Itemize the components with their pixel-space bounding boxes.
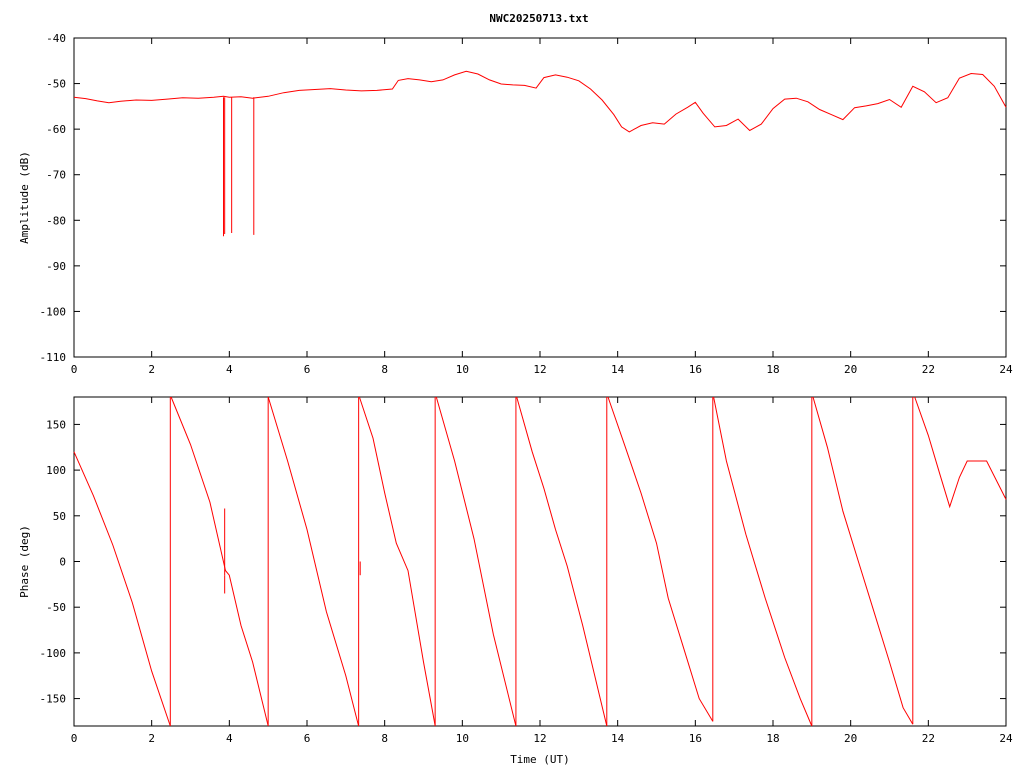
phase-y-tick-label: 100 (46, 464, 66, 477)
amplitude-y-tick-label: -50 (46, 78, 66, 91)
phase-series-line (267, 396, 360, 727)
phase-x-tick-label: 18 (766, 732, 779, 745)
phase-x-tick-label: 10 (456, 732, 469, 745)
phase-y-tick-label: 0 (59, 556, 66, 569)
amplitude-x-tick-label: 16 (689, 363, 702, 376)
amplitude-y-tick-label: -60 (46, 123, 66, 136)
phase-x-tick-label: 20 (844, 732, 857, 745)
phase-y-tick-label: 50 (53, 510, 66, 523)
amplitude-x-tick-label: 14 (611, 363, 625, 376)
amplitude-x-tick-label: 10 (456, 363, 469, 376)
amplitude-y-tick-label: -90 (46, 260, 66, 273)
phase-y-axis-label: Phase (deg) (18, 525, 31, 598)
amplitude-y-tick-label: -110 (40, 351, 67, 364)
phase-x-tick-label: 14 (611, 732, 625, 745)
phase-x-tick-label: 16 (689, 732, 702, 745)
phase-series-line (73, 451, 171, 727)
amplitude-series-line (73, 70, 1007, 133)
amplitude-x-tick-label: 0 (71, 363, 78, 376)
amplitude-y-axis-label: Amplitude (dB) (18, 151, 31, 244)
phase-panel: 0 2 4 6 8 10 12 14 16 18 20 22 24150100500-50-100-15… (18, 396, 1013, 766)
amplitude-y-tick-label: -100 (40, 305, 67, 318)
chart-title: NWC20250713.txt (489, 12, 588, 25)
amplitude-x-tick-label: 4 (226, 363, 233, 376)
phase-x-axis-label: Time (UT) (510, 753, 570, 766)
phase-x-tick-label: 6 (304, 732, 311, 745)
amplitude-x-tick-label: 6 (304, 363, 311, 376)
amplitude-x-tick-label: 8 (381, 363, 388, 376)
amplitude-x-tick-label: 24 (999, 363, 1013, 376)
phase-series-line (435, 396, 517, 727)
phase-series-line (607, 396, 714, 722)
phase-y-tick-label: 150 (46, 418, 66, 431)
phase-y-tick-label: -100 (40, 647, 67, 660)
phase-series-line (170, 396, 269, 727)
phase-series-line (713, 396, 813, 727)
phase-series-line (812, 396, 914, 725)
phase-y-tick-label: -50 (46, 601, 66, 614)
phase-x-tick-label: 2 (148, 732, 155, 745)
phase-x-tick-label: 22 (922, 732, 935, 745)
phase-series-line (914, 396, 1007, 509)
amplitude-x-tick-label: 18 (766, 363, 779, 376)
amplitude-x-tick-label: 2 (148, 363, 155, 376)
amplitude-x-tick-label: 12 (533, 363, 546, 376)
amplitude-y-tick-label: -80 (46, 214, 66, 227)
amplitude-y-tick-label: -70 (46, 169, 66, 182)
amplitude-x-tick-label: 20 (844, 363, 857, 376)
phase-y-tick-label: -150 (40, 693, 67, 706)
phase-series-line (358, 396, 436, 727)
amplitude-panel: 0 2 4 6 8 10 12 14 16 18 20 22 24-40-50-60-70-80-90-… (18, 32, 1013, 376)
phase-x-tick-label: 8 (381, 732, 388, 745)
phase-x-tick-label: 24 (999, 732, 1013, 745)
phase-series-line (516, 396, 608, 727)
amplitude-x-tick-label: 22 (922, 363, 935, 376)
phase-x-tick-label: 0 (71, 732, 78, 745)
amplitude-y-tick-label: -40 (46, 32, 66, 45)
phase-x-tick-label: 4 (226, 732, 233, 745)
phase-x-tick-label: 12 (533, 732, 546, 745)
